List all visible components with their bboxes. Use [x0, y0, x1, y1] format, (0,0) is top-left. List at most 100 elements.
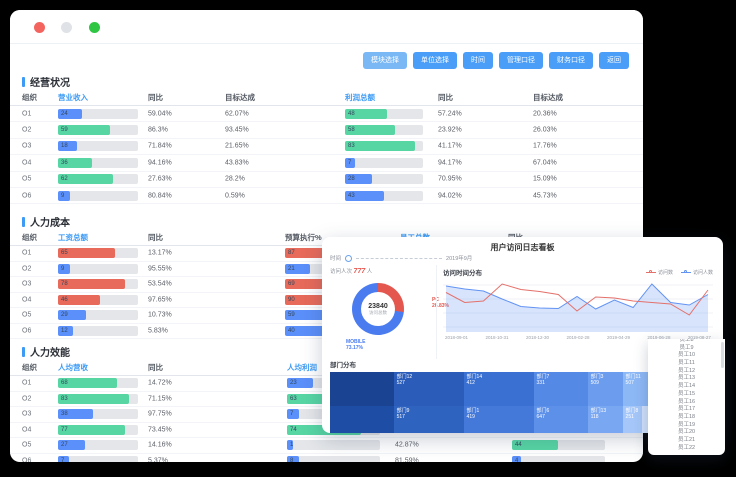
employee-list-item[interactable]: 员工11 — [678, 360, 695, 367]
toolbar-button[interactable]: 财务口径 — [549, 52, 593, 69]
toolbar-button[interactable]: 模块选择 — [363, 52, 407, 69]
employee-list-item[interactable]: 员工13 — [677, 375, 696, 382]
column-header: 同比 — [148, 93, 163, 102]
treemap-cell[interactable]: 部门3 509 — [587, 372, 623, 407]
org-cell: O4 — [22, 159, 32, 167]
bar-cell: 43 — [345, 190, 423, 201]
column-header-link[interactable]: 人均利润 — [287, 363, 317, 372]
employee-list-item[interactable]: 员工14 — [677, 383, 696, 390]
treemap-cell-label: 部门12 527 — [396, 374, 413, 386]
bar-cell: 27 — [58, 440, 138, 451]
table-row: O6 7 5.37% 8 81.59% 4 — [10, 454, 643, 462]
treemap-cell-label: 部门7 331 — [536, 374, 550, 386]
department-treemap: 部门12 527 部门9 517 部门14 412 部门1 419 部门7 331 部门6… — [330, 372, 648, 433]
slider-track[interactable] — [356, 257, 443, 259]
treemap-cell[interactable]: 部门1 419 — [463, 406, 534, 433]
close-window-icon[interactable] — [34, 22, 45, 33]
treemap-cell[interactable]: 部门9 517 — [393, 406, 464, 433]
bar-value: 59 — [61, 127, 68, 134]
bar-cell: 44 — [512, 440, 605, 451]
employee-list-item[interactable]: 员工10 — [677, 352, 696, 359]
treemap-cell-label: 部门6 647 — [536, 408, 550, 420]
employee-list-item[interactable]: 员工16 — [677, 398, 696, 405]
treemap-cell[interactable]: 部门11 507 — [622, 372, 648, 407]
employee-list-item[interactable]: 员工12 — [677, 367, 696, 374]
percent-cell: 59.04% — [148, 110, 172, 118]
org-cell: O2 — [22, 126, 32, 134]
employee-list-item[interactable]: 员工20 — [677, 429, 696, 436]
percent-cell: 67.04% — [533, 159, 557, 167]
employee-list-item[interactable]: 员工18 — [677, 413, 696, 420]
treemap-cell[interactable]: 部门6 647 — [533, 406, 588, 433]
bar-fill: 63 — [287, 393, 351, 404]
percent-cell: 95.55% — [148, 265, 172, 273]
bar-value: 27 — [61, 442, 68, 449]
treemap-cell[interactable] — [330, 406, 394, 433]
slider-handle[interactable] — [345, 254, 353, 262]
legend-marker-icon — [645, 270, 656, 274]
bar-fill: 29 — [58, 310, 87, 321]
employee-list-item[interactable]: 员工22 — [677, 444, 696, 451]
toolbar-button[interactable]: 单位选择 — [413, 52, 457, 69]
department-treemap-section: 部门分布 部门12 527 部门9 517 部门14 412 部门1 419 部门7 3… — [330, 359, 650, 433]
bar-fill: 58 — [345, 125, 396, 136]
visit-source-donut-chart[interactable]: 23840 访问总数 PC 26.83% MOBILE 73.17% — [346, 283, 449, 351]
window-titlebar — [10, 10, 643, 44]
employee-list-scrollbar[interactable] — [721, 342, 724, 368]
treemap-cell[interactable]: 部门14 412 — [463, 372, 534, 407]
x-tick-label: 2019-02-28 — [566, 335, 590, 340]
bar-cell: 4 — [512, 455, 605, 462]
employee-list-item[interactable]: 员工8 — [679, 339, 694, 343]
toolbar-button[interactable]: 时间 — [463, 52, 493, 69]
treemap-cell-label: 部门13 118 — [590, 408, 607, 420]
bar-fill: 24 — [58, 108, 83, 119]
column-header: 目标达成 — [225, 93, 255, 102]
bar-value: 43 — [348, 192, 355, 199]
legend-item[interactable]: 访问数 — [645, 269, 673, 276]
column-header-link[interactable]: 营业收入 — [58, 93, 88, 102]
bar-value: 74 — [290, 426, 297, 433]
percent-cell: 14.16% — [148, 441, 172, 449]
bar-cell: 78 — [58, 279, 138, 290]
bar-fill: 7 — [345, 157, 356, 168]
access-time-line-chart[interactable] — [443, 279, 713, 334]
bar-fill: 8 — [287, 455, 300, 462]
column-header-link[interactable]: 人均营收 — [58, 363, 88, 372]
percent-cell: 62.07% — [225, 110, 249, 118]
employee-list-item[interactable]: 员工19 — [677, 421, 696, 428]
bar-value: 28 — [348, 176, 355, 183]
legend-item[interactable]: 访问人数 — [680, 269, 713, 276]
overlay-title: 用户访问日志看板 — [490, 243, 555, 252]
column-header-link[interactable]: 利润总额 — [345, 93, 375, 102]
treemap-cell[interactable]: 部门12 527 — [393, 372, 464, 407]
treemap-cell[interactable]: 部门7 331 — [533, 372, 588, 407]
zoom-window-icon[interactable] — [89, 22, 100, 33]
bar-value: 83 — [348, 143, 355, 150]
bar-fill: 12 — [58, 325, 73, 336]
column-header: 预算执行% — [285, 233, 322, 242]
treemap-cell[interactable]: 部门13 118 — [587, 406, 623, 433]
treemap-cell[interactable] — [641, 406, 648, 433]
column-header: 同比 — [438, 93, 453, 102]
bar-cell: 68 — [58, 378, 138, 389]
employee-list-item[interactable]: 员工15 — [677, 390, 696, 397]
chart-legend: 访问数 访问人数 — [645, 269, 713, 276]
section-title: 经营状况 — [30, 78, 70, 89]
treemap-cell[interactable]: 部门8 251 — [622, 406, 642, 433]
bar-cell: 1 — [287, 440, 380, 451]
employee-list-item[interactable]: 员工21 — [677, 436, 696, 443]
treemap-cell[interactable] — [330, 372, 394, 407]
toolbar-button[interactable]: 返回 — [599, 52, 629, 69]
bar-fill: 21 — [285, 263, 310, 274]
percent-cell: 86.3% — [148, 126, 168, 134]
toolbar-button[interactable]: 管理口径 — [499, 52, 543, 69]
column-header-link[interactable]: 工资总额 — [58, 233, 88, 242]
bar-value: 46 — [61, 296, 68, 303]
section-marker-icon — [22, 216, 25, 227]
percent-cell: 5.37% — [148, 457, 168, 462]
employee-list-item[interactable]: 员工17 — [677, 406, 696, 413]
bar-cell: 83 — [345, 141, 423, 152]
minimize-window-icon[interactable] — [61, 22, 72, 33]
bar-value: 77 — [61, 426, 68, 433]
employee-list-item[interactable]: 员工9 — [679, 344, 694, 351]
